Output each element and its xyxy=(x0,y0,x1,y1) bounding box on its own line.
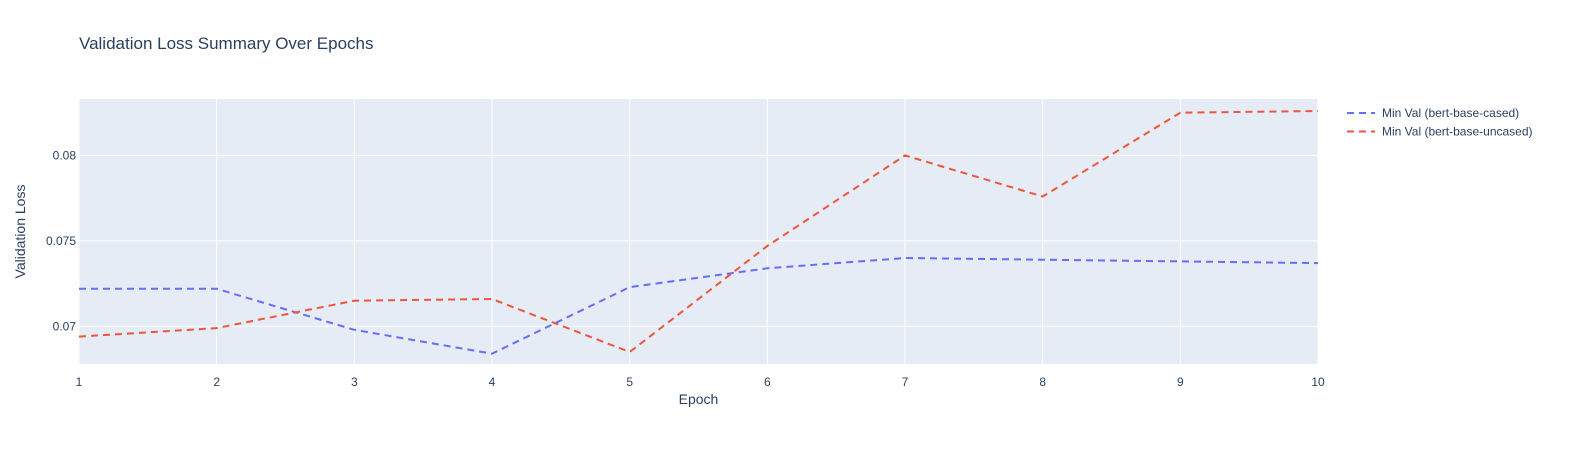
data-point[interactable] xyxy=(764,265,770,271)
x-tick-label: 6 xyxy=(764,375,771,389)
legend-item-bert-base-uncased[interactable]: Min Val (bert-base-uncased) xyxy=(1347,125,1533,139)
x-tick-label: 9 xyxy=(1177,375,1184,389)
legend-label: Min Val (bert-base-cased) xyxy=(1382,106,1519,120)
data-point[interactable] xyxy=(1040,193,1046,199)
data-point[interactable] xyxy=(489,351,495,357)
chart-title: Validation Loss Summary Over Epochs xyxy=(79,34,373,53)
data-point[interactable] xyxy=(902,152,908,158)
series-line-bert-base-cased[interactable] xyxy=(79,256,1319,355)
x-tick-label: 5 xyxy=(626,375,633,389)
y-tick-label: 0.07 xyxy=(53,319,77,333)
x-tick-label: 10 xyxy=(1311,375,1325,389)
data-point[interactable] xyxy=(351,327,357,333)
data-point[interactable] xyxy=(351,298,357,304)
legend-label: Min Val (bert-base-uncased) xyxy=(1382,125,1533,139)
y-tick-label: 0.075 xyxy=(46,234,76,248)
series-lines xyxy=(76,108,1321,357)
data-point[interactable] xyxy=(627,349,633,355)
data-point[interactable] xyxy=(1040,257,1046,263)
data-point[interactable] xyxy=(902,255,908,261)
legend[interactable]: Min Val (bert-base-cased) Min Val (bert-b… xyxy=(1347,106,1533,139)
data-point[interactable] xyxy=(764,243,770,249)
x-tick-label: 2 xyxy=(213,375,220,389)
data-point[interactable] xyxy=(1315,108,1321,114)
data-point[interactable] xyxy=(489,296,495,302)
x-tick-label: 7 xyxy=(902,375,909,389)
y-axis-title: Validation Loss xyxy=(12,185,28,279)
data-point[interactable] xyxy=(76,334,82,340)
data-point[interactable] xyxy=(214,325,220,331)
x-axis-title: Epoch xyxy=(679,391,719,407)
x-tick-label: 8 xyxy=(1039,375,1046,389)
data-point[interactable] xyxy=(1315,260,1321,266)
data-point[interactable] xyxy=(1177,110,1183,116)
x-tick-label: 4 xyxy=(489,375,496,389)
data-point[interactable] xyxy=(214,286,220,292)
y-tick-label: 0.08 xyxy=(53,148,77,162)
data-point[interactable] xyxy=(627,284,633,290)
legend-item-bert-base-cased[interactable]: Min Val (bert-base-cased) xyxy=(1347,106,1519,120)
data-point[interactable] xyxy=(1177,258,1183,264)
axis-ticks: 1 2 3 4 5 6 7 8 9 10 0.07 0.075 0.08 xyxy=(46,148,1325,388)
x-tick-label: 3 xyxy=(351,375,358,389)
x-tick-label: 1 xyxy=(76,375,83,389)
gridlines xyxy=(78,99,1319,364)
plot-area xyxy=(79,99,1318,364)
series-line-bert-base-uncased[interactable] xyxy=(78,110,1319,354)
data-point[interactable] xyxy=(76,286,82,292)
